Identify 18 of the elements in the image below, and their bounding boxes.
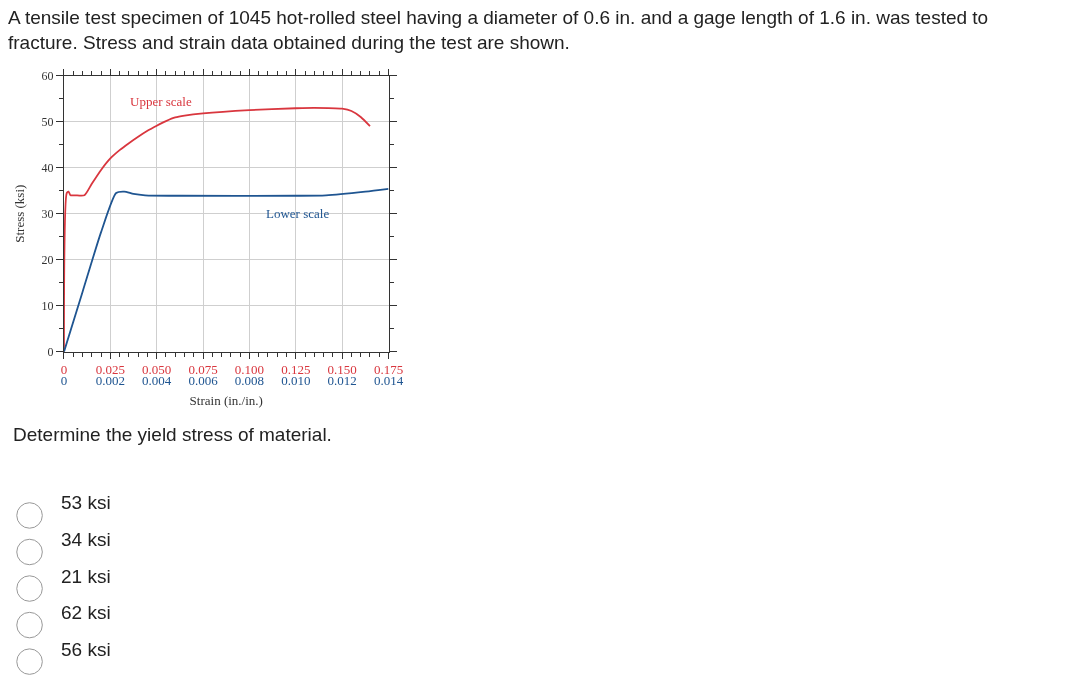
y-tick-label: 10 bbox=[41, 299, 54, 313]
y-tick-label: 20 bbox=[41, 252, 54, 267]
y-tick-label: 50 bbox=[41, 114, 54, 129]
text: 56 ksi bbox=[61, 639, 111, 660]
text: 53 ksi bbox=[61, 492, 111, 513]
text: A tensile test specimen of 1045 hot-rolled steel having a diameter of 0.6 in. and a gage length of 1.6 in. was tested to fracture. Stress and strain data obtained during the test are shown. bbox=[8, 7, 989, 53]
text: Determine the yield stress of material. bbox=[13, 424, 332, 445]
series-label: Lower scale bbox=[266, 206, 330, 221]
text: 21 ksi bbox=[61, 566, 111, 587]
text: 34 ksi bbox=[61, 529, 111, 550]
y-tick-label: 60 bbox=[41, 68, 54, 83]
y-axis-title: Stress (ksi) bbox=[11, 184, 27, 243]
series-label: Upper scale bbox=[130, 94, 192, 109]
y-tick-label: 40 bbox=[41, 160, 54, 175]
y-tick-label: 30 bbox=[41, 206, 54, 221]
x-axis-title: Strain (in./in.) bbox=[189, 393, 263, 409]
y-tick-label: 0 bbox=[47, 345, 54, 360]
text: 62 ksi bbox=[61, 602, 111, 623]
